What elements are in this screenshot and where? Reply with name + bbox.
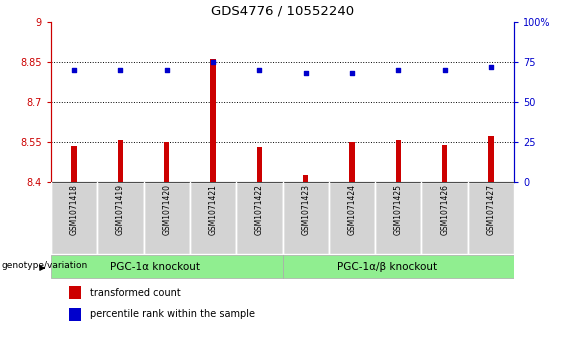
Text: transformed count: transformed count [90, 288, 181, 298]
Bar [349, 142, 355, 182]
Bar [144, 182, 190, 254]
Bar [329, 182, 375, 254]
Bar [468, 182, 514, 254]
Bar [190, 182, 236, 254]
Bar [282, 256, 537, 278]
Text: GSM1071424: GSM1071424 [347, 184, 357, 234]
Text: genotype/variation: genotype/variation [1, 261, 87, 270]
Text: GSM1071421: GSM1071421 [208, 184, 218, 234]
Text: PGC-1α/β knockout: PGC-1α/β knockout [337, 262, 437, 272]
Point [301, 70, 310, 76]
Bar [164, 142, 170, 182]
Title: GDS4776 / 10552240: GDS4776 / 10552240 [211, 5, 354, 18]
Text: GSM1071422: GSM1071422 [255, 184, 264, 234]
Point [255, 67, 264, 73]
Bar [69, 286, 81, 299]
Text: GSM1071426: GSM1071426 [440, 184, 449, 234]
Bar [236, 182, 282, 254]
Bar [51, 256, 282, 278]
Bar [118, 140, 123, 182]
Bar [210, 58, 216, 182]
Bar [282, 182, 329, 254]
Point [69, 67, 79, 73]
Bar [488, 136, 494, 182]
Bar [303, 175, 308, 182]
Point [347, 70, 357, 76]
Point [208, 59, 218, 65]
Text: GSM1071420: GSM1071420 [162, 184, 171, 234]
Text: GSM1071419: GSM1071419 [116, 184, 125, 234]
Bar [442, 145, 447, 182]
Bar [97, 182, 144, 254]
Text: GSM1071425: GSM1071425 [394, 184, 403, 234]
Text: GSM1071418: GSM1071418 [69, 184, 79, 234]
Bar [51, 182, 97, 254]
Point [440, 67, 449, 73]
Point [162, 67, 171, 73]
Text: GSM1071423: GSM1071423 [301, 184, 310, 234]
Bar [375, 182, 421, 254]
Text: percentile rank within the sample: percentile rank within the sample [90, 309, 255, 319]
Text: GSM1071427: GSM1071427 [486, 184, 496, 234]
Bar [421, 182, 468, 254]
Bar [257, 147, 262, 182]
Text: PGC-1α knockout: PGC-1α knockout [110, 262, 200, 272]
Bar [396, 140, 401, 182]
Point [486, 64, 496, 69]
Point [394, 67, 403, 73]
Bar [71, 146, 77, 182]
Bar [69, 308, 81, 321]
Point [116, 67, 125, 73]
